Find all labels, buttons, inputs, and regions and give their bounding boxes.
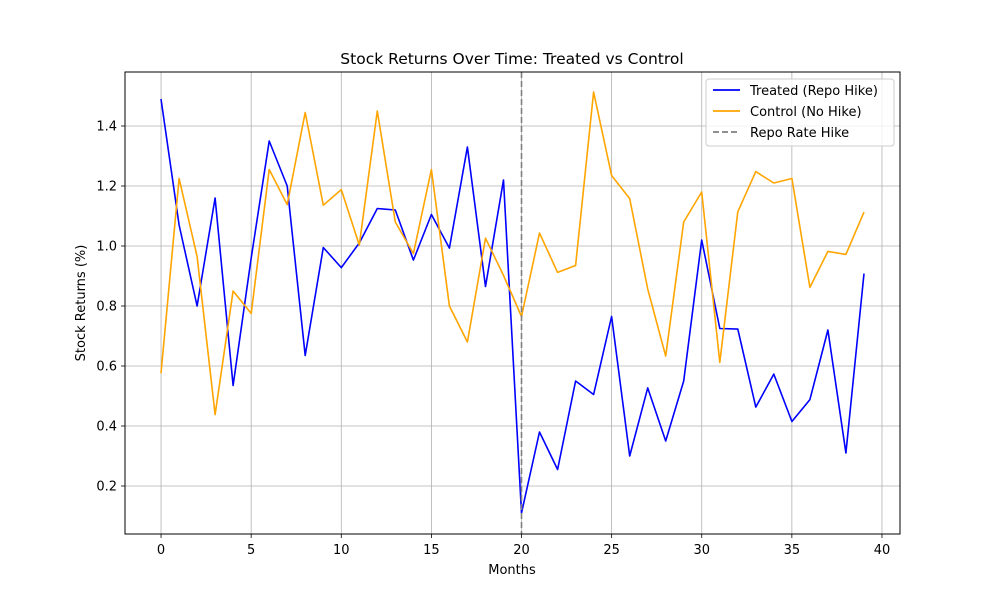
- legend-label-repo-hike: Repo Rate Hike: [750, 126, 849, 141]
- y-axis-label: Stock Returns (%): [74, 245, 89, 362]
- grid: [125, 72, 900, 534]
- y-tick-label: 0.8: [96, 300, 117, 315]
- y-tick-label: 1.0: [96, 240, 117, 255]
- x-tick-label: 0: [157, 543, 165, 558]
- legend-label-treated: Treated (Repo Hike): [749, 84, 878, 99]
- x-tick-label: 25: [603, 543, 620, 558]
- x-axis: 0 5 10 15 20 25 30 35 40: [157, 534, 890, 558]
- y-tick-label: 0.2: [96, 480, 117, 495]
- plot-frame: [124, 71, 901, 535]
- legend: Treated (Repo Hike) Control (No Hike) Re…: [705, 78, 895, 147]
- y-tick-label: 0.6: [96, 360, 117, 375]
- y-tick-label: 0.4: [96, 420, 117, 435]
- x-tick-label: 15: [423, 543, 440, 558]
- series-line-control: [160, 91, 865, 416]
- x-tick-label: 20: [513, 543, 530, 558]
- legend-box: [705, 78, 895, 147]
- series-layer: [160, 91, 865, 514]
- y-axis: 0.2 0.4 0.6 0.8 1.0 1.2 1.4: [96, 120, 125, 495]
- x-tick-label: 30: [693, 543, 710, 558]
- series-line-treated: [160, 98, 865, 514]
- y-tick-label: 1.4: [96, 120, 117, 135]
- plot-area: [124, 71, 901, 535]
- y-tick-label: 1.2: [96, 180, 117, 195]
- x-tick-label: 35: [784, 543, 801, 558]
- x-tick-label: 10: [333, 543, 350, 558]
- x-tick-label: 5: [247, 543, 255, 558]
- legend-label-control: Control (No Hike): [750, 105, 862, 120]
- x-tick-label: 40: [874, 543, 891, 558]
- x-axis-label: Months: [488, 563, 536, 578]
- chart-title: Stock Returns Over Time: Treated vs Cont…: [340, 50, 683, 68]
